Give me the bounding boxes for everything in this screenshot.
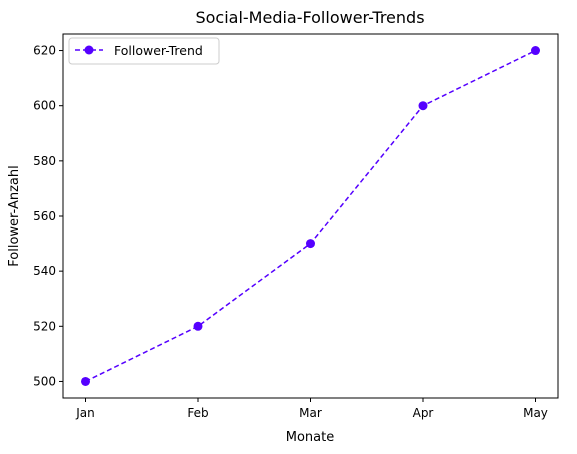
legend-series-label: Follower-Trend xyxy=(114,43,203,58)
data-point xyxy=(531,46,540,56)
legend: Follower-Trend xyxy=(68,37,220,65)
y-tick-label: 560 xyxy=(33,209,56,223)
chart-title: Social-Media-Follower-Trends xyxy=(195,8,424,27)
x-axis-label: Monate xyxy=(286,430,334,445)
data-point xyxy=(193,321,203,331)
x-tick-label: Apr xyxy=(413,406,434,420)
legend-marker-swatch xyxy=(84,45,94,55)
x-axis: Jan Feb Mar Apr May xyxy=(75,398,548,420)
x-tick-label: May xyxy=(523,406,548,420)
plot-area-frame xyxy=(62,33,559,399)
series-line xyxy=(85,49,536,383)
y-tick-label: 500 xyxy=(33,374,56,388)
y-tick-label: 540 xyxy=(33,264,56,278)
y-tick-label: 600 xyxy=(33,99,56,113)
x-tick-label: Mar xyxy=(299,406,322,420)
y-tick-label: 580 xyxy=(33,154,56,168)
series-layer xyxy=(81,46,540,386)
x-tick-label: Jan xyxy=(75,406,95,420)
y-axis-label: Follower-Anzahl xyxy=(7,165,22,266)
y-tick-label: 520 xyxy=(33,319,56,333)
y-axis: 500 520 540 560 580 600 620 xyxy=(33,44,63,388)
x-tick-label: Feb xyxy=(187,406,208,420)
data-point xyxy=(306,239,315,249)
legend-box xyxy=(68,37,220,65)
y-tick-label: 620 xyxy=(33,44,56,58)
data-point xyxy=(81,376,90,386)
data-point xyxy=(418,101,428,111)
